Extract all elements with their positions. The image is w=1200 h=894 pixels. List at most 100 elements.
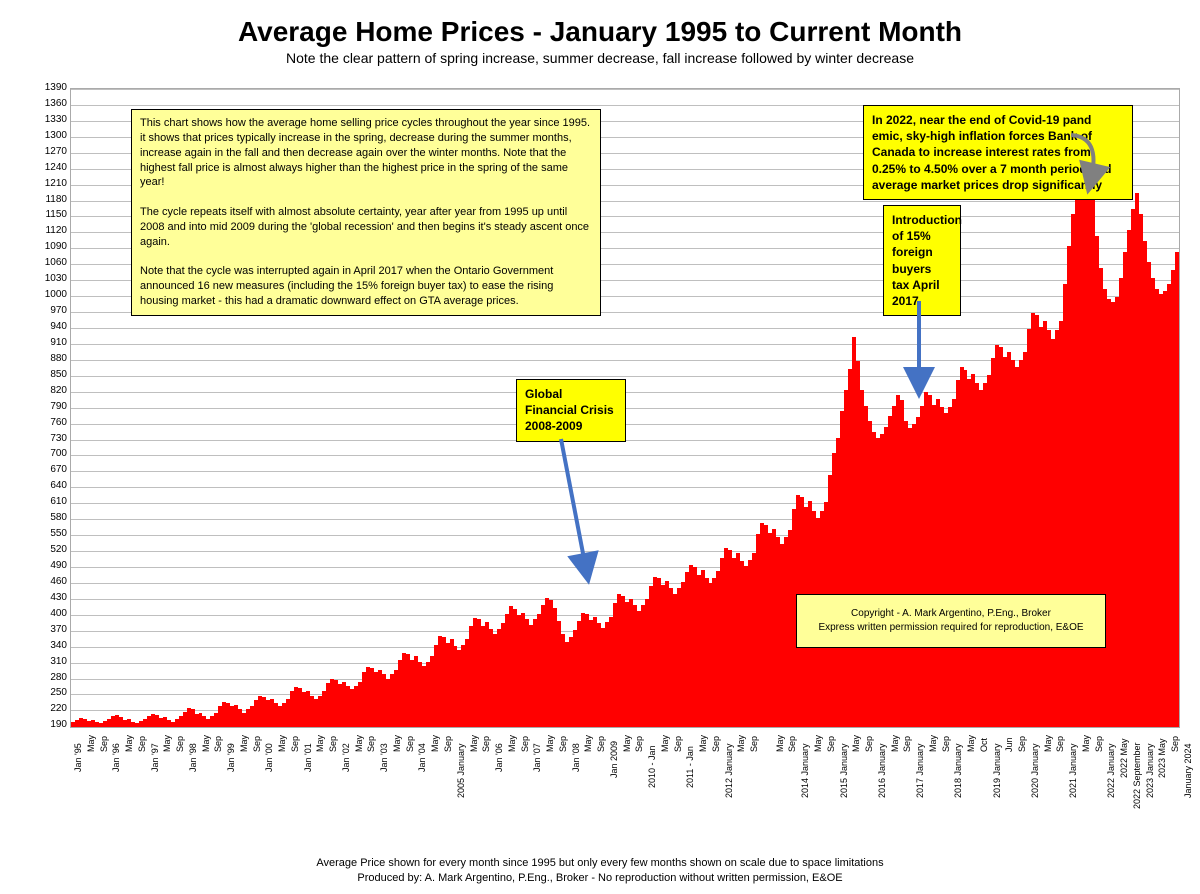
x-tick-label: Sep	[175, 736, 185, 752]
x-tick-label: Sep	[941, 736, 951, 752]
x-tick-label: May	[890, 735, 900, 752]
y-tick-label: 940	[35, 322, 67, 332]
x-tick-label: 2023 May	[1157, 738, 1167, 778]
y-tick-label: 820	[35, 386, 67, 396]
x-tick-label: Sep	[1017, 736, 1027, 752]
x-tick-label: Sep	[787, 736, 797, 752]
y-tick-label: 490	[35, 561, 67, 571]
x-tick-label: Sep	[673, 736, 683, 752]
copyright-box: Copyright - A. Mark Argentino, P.Eng., B…	[796, 594, 1106, 648]
y-tick-label: 730	[35, 434, 67, 444]
x-tick-label: 2022 January	[1106, 744, 1116, 799]
x-tick-label: 2011 - Jan	[685, 746, 695, 788]
y-tick-label: 580	[35, 513, 67, 523]
x-tick-label: May	[239, 735, 249, 752]
x-tick-label: Jan '98	[188, 744, 198, 773]
y-tick-label: 370	[35, 625, 67, 635]
x-tick-label: Jan '97	[150, 744, 160, 773]
x-tick-label: 2010 - Jan	[647, 745, 657, 788]
x-tick-label: 2020 January	[1030, 744, 1040, 799]
x-tick-label: Sep	[749, 736, 759, 752]
x-tick-label: May	[928, 735, 938, 752]
x-tick-label: 2021 January	[1068, 744, 1078, 799]
x-tick-label: Jan '04	[417, 744, 427, 773]
x-tick-label: Jan '01	[303, 744, 313, 773]
y-tick-label: 1210	[35, 179, 67, 189]
y-tick-label: 1060	[35, 258, 67, 268]
y-tick-label: 520	[35, 545, 67, 555]
y-tick-label: 1390	[35, 83, 67, 93]
y-tick-label: 700	[35, 449, 67, 459]
x-tick-label: May	[966, 735, 976, 752]
y-tick-label: 310	[35, 657, 67, 667]
x-tick-label: May	[583, 735, 593, 752]
x-tick-label: Sep	[711, 736, 721, 752]
y-tick-label: 850	[35, 370, 67, 380]
x-tick-label: May	[469, 735, 479, 752]
chart-title: Average Home Prices - January 1995 to Cu…	[0, 0, 1200, 48]
x-tick-label: Sep	[1170, 736, 1180, 752]
foreign-tax-annotation-box: Introduction of 15% foreign buyers tax A…	[883, 205, 961, 316]
bar	[1175, 252, 1179, 727]
x-tick-label: Sep	[99, 736, 109, 752]
copyright-line2: Express written permission required for …	[813, 621, 1089, 635]
x-tick-label: Jan '06	[494, 744, 504, 773]
y-tick-label: 610	[35, 497, 67, 507]
main-annotation-box: This chart shows how the average home se…	[131, 109, 601, 316]
y-tick-label: 640	[35, 481, 67, 491]
x-tick-label: 2005 January	[456, 744, 466, 799]
y-tick-label: 1360	[35, 99, 67, 109]
y-tick-label: 220	[35, 704, 67, 714]
x-tick-label: May	[660, 735, 670, 752]
y-tick-label: 1150	[35, 210, 67, 220]
y-tick-label: 250	[35, 688, 67, 698]
gfc-annotation-box: Global Financial Crisis 2008-2009	[516, 379, 626, 442]
y-tick-label: 1300	[35, 131, 67, 141]
y-tick-label: 1030	[35, 274, 67, 284]
chart-area: 1902202502803103403704004304604905205505…	[32, 88, 1187, 768]
x-tick-label: Jan 2009	[609, 741, 619, 778]
x-tick-label: May	[1043, 735, 1053, 752]
y-tick-label: 190	[35, 720, 67, 730]
y-tick-label: 1240	[35, 163, 67, 173]
y-tick-label: 670	[35, 465, 67, 475]
footer-line1: Average Price shown for every month sinc…	[0, 856, 1200, 871]
y-tick-label: 550	[35, 529, 67, 539]
x-tick-label: 2019 January	[992, 744, 1002, 799]
x-tick-label: May	[622, 735, 632, 752]
y-tick-label: 340	[35, 641, 67, 651]
x-tick-label: May	[430, 735, 440, 752]
x-tick-label: May	[315, 735, 325, 752]
x-tick-label: 2012 January	[724, 744, 734, 799]
x-tick-label: Sep	[137, 736, 147, 752]
x-tick-label: Sep	[290, 736, 300, 752]
y-tick-label: 1000	[35, 290, 67, 300]
y-tick-label: 760	[35, 418, 67, 428]
x-tick-label: 2015 January	[839, 744, 849, 799]
x-tick-label: 2022 September	[1132, 742, 1142, 809]
y-tick-label: 280	[35, 673, 67, 683]
x-tick-label: 2017 January	[915, 744, 925, 799]
x-tick-label: Sep	[366, 736, 376, 752]
y-tick-label: 400	[35, 609, 67, 619]
x-tick-label: May	[392, 735, 402, 752]
x-tick-label: Sep	[443, 736, 453, 752]
x-tick-label: May	[736, 735, 746, 752]
x-tick-label: May	[545, 735, 555, 752]
x-tick-label: May	[851, 735, 861, 752]
y-tick-label: 910	[35, 338, 67, 348]
x-tick-label: Sep	[520, 736, 530, 752]
footer-notes: Average Price shown for every month sinc…	[0, 856, 1200, 886]
y-tick-label: 880	[35, 354, 67, 364]
x-tick-label: May	[86, 735, 96, 752]
y-tick-label: 460	[35, 577, 67, 587]
x-tick-label: January 2024	[1183, 744, 1193, 799]
y-tick-label: 1120	[35, 226, 67, 236]
x-tick-label: May	[507, 735, 517, 752]
x-tick-label: 2016 January	[877, 744, 887, 799]
x-tick-label: Jan '96	[111, 744, 121, 773]
y-tick-label: 790	[35, 402, 67, 412]
y-tick-label: 1090	[35, 242, 67, 252]
x-tick-label: Sep	[902, 736, 912, 752]
covid-annotation-box: In 2022, near the end of Covid-19 pand e…	[863, 105, 1133, 200]
